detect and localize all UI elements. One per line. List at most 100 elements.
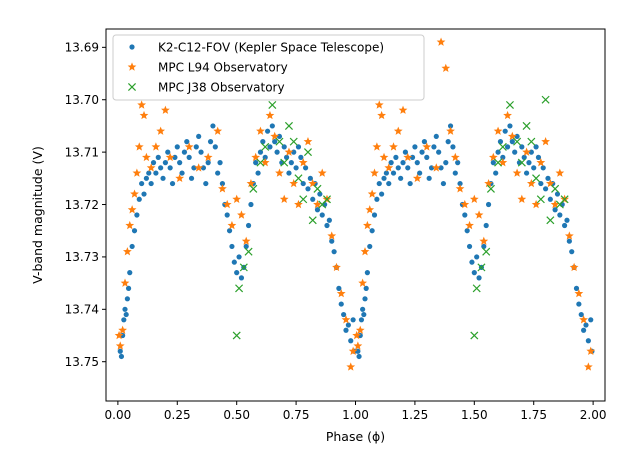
data-point (424, 154, 430, 160)
star-point (156, 126, 166, 135)
data-point (405, 165, 411, 171)
data-point (186, 154, 192, 160)
data-point (329, 238, 335, 244)
star-point (372, 142, 382, 151)
data-point (545, 175, 551, 181)
star-point (545, 178, 555, 188)
x-point (244, 247, 253, 256)
x-point (505, 100, 514, 109)
data-point (217, 160, 223, 166)
x-point (294, 174, 303, 183)
x-point (289, 137, 298, 146)
star-point (384, 163, 394, 172)
star-point (564, 231, 574, 240)
data-point (307, 175, 313, 181)
data-point (557, 212, 563, 218)
data-point (200, 165, 207, 171)
data-point (535, 154, 542, 160)
star-point (308, 178, 318, 188)
data-point (417, 170, 423, 176)
data-point (117, 348, 123, 354)
x-point (235, 284, 244, 293)
data-point (219, 180, 226, 187)
data-point (447, 123, 454, 129)
legend-label-2: MPC J38 Observatory (158, 80, 285, 94)
data-point (497, 139, 504, 145)
x-tick-label: 0.25 (164, 408, 191, 422)
star-point (583, 362, 593, 371)
star-point (123, 247, 132, 256)
data-point (141, 191, 147, 197)
y-tick-label: 13.71 (65, 145, 99, 159)
data-point (450, 144, 456, 150)
star-point (555, 168, 565, 177)
star-point (441, 63, 451, 73)
data-point (281, 144, 287, 150)
data-point (367, 243, 373, 250)
star-point (367, 189, 377, 198)
data-point (457, 180, 463, 187)
data-point (383, 170, 389, 176)
data-point (440, 180, 447, 187)
data-point (215, 170, 221, 176)
star-point (360, 247, 370, 256)
star-point (246, 178, 256, 188)
x-point (486, 184, 495, 193)
data-point (509, 139, 515, 145)
x-point (532, 174, 541, 183)
star-point (303, 137, 313, 146)
data-point (502, 128, 508, 134)
x-point (249, 184, 258, 193)
y-tick-label: 13.70 (65, 93, 99, 107)
data-point (419, 149, 425, 155)
x-point (494, 158, 503, 167)
star-point (260, 158, 270, 167)
x-tick-label: 0.00 (105, 408, 132, 422)
data-point (324, 222, 330, 229)
data-point (519, 144, 525, 150)
data-point (533, 144, 539, 150)
star-point (412, 173, 422, 183)
data-point (462, 212, 468, 218)
star-point (194, 163, 204, 172)
data-point (310, 196, 316, 202)
data-point (507, 123, 513, 129)
data-point (177, 160, 183, 166)
data-point (295, 144, 302, 150)
star-point (139, 110, 149, 120)
star-point (165, 152, 175, 162)
data-point (243, 243, 249, 250)
star-point (137, 100, 147, 109)
data-point (355, 348, 361, 354)
star-point (579, 315, 588, 324)
data-point (483, 222, 489, 229)
data-point (276, 133, 283, 140)
star-point (507, 131, 517, 141)
x-point (560, 195, 569, 204)
star-point (531, 199, 541, 209)
data-point (136, 196, 142, 202)
data-point (438, 165, 444, 171)
data-point (398, 175, 404, 181)
data-point (224, 212, 230, 218)
x-point (546, 216, 555, 225)
x-point (517, 158, 526, 167)
star-point (327, 231, 337, 240)
data-point (573, 285, 580, 291)
data-point (428, 165, 435, 171)
star-point (365, 205, 375, 214)
data-point (188, 175, 195, 181)
data-point (526, 160, 532, 166)
x-tick-label: 0.50 (223, 408, 250, 422)
x-tick-label: 1.00 (342, 408, 369, 422)
star-point (569, 262, 579, 272)
star-point (474, 210, 484, 219)
data-point (336, 285, 342, 291)
star-point (203, 152, 213, 162)
data-point (381, 175, 387, 181)
x-tick-label: 2.00 (580, 408, 607, 422)
star-point (374, 100, 384, 109)
series-2 (232, 95, 569, 340)
star-point (460, 199, 470, 209)
star-point (450, 152, 460, 162)
